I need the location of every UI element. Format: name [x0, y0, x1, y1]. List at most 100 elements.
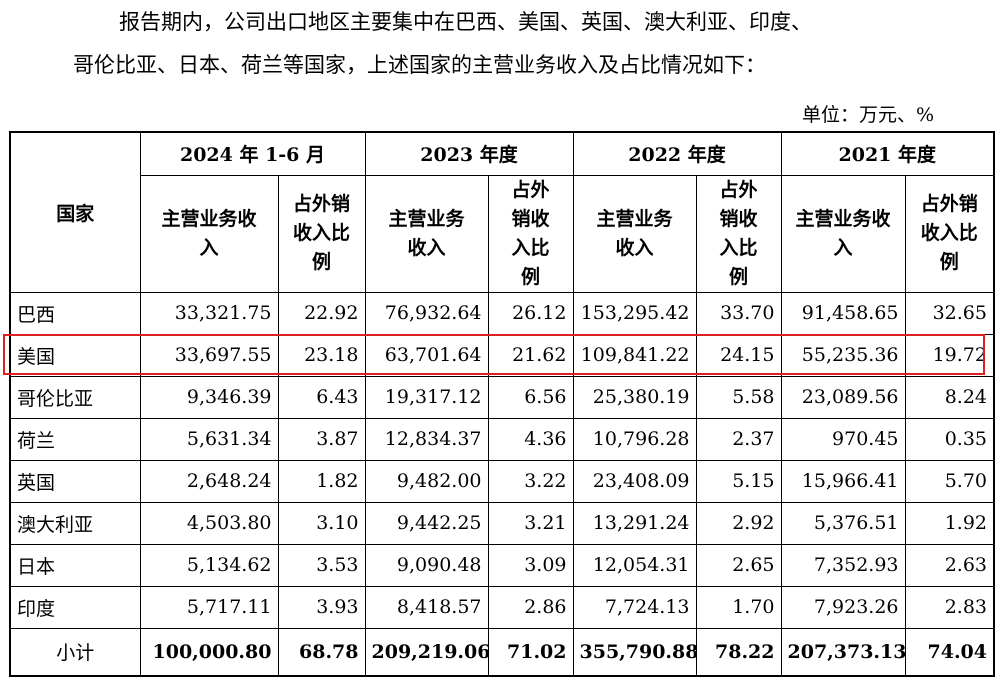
table-cell: 355,790.88: [572, 627, 697, 677]
table-cell: 2.63: [904, 543, 995, 587]
table-cell: 3.87: [277, 417, 366, 461]
revenue-header: 主营业务收入: [572, 174, 697, 293]
table-cell: 1.92: [904, 501, 995, 545]
table-cell: 3.09: [487, 543, 574, 587]
table-cell: 5,376.51: [780, 501, 906, 545]
table-cell: 2.65: [695, 543, 782, 587]
table-cell: 6.56: [487, 375, 574, 419]
revenue-header: 主营业务收入: [364, 174, 489, 293]
table-cell: 8,418.57: [364, 585, 489, 629]
table-cell: 7,923.26: [780, 585, 906, 629]
table-cell: 3.10: [277, 501, 366, 545]
export-revenue-table: 国家 2024 年 1-6 月 2023 年度 2022 年度 2021 年度 …: [9, 131, 995, 677]
table-row: 哥伦比亚 9,346.39 6.43 19,317.12 6.56 25,380.19 5.…: [9, 375, 995, 419]
period-header: 2024 年 1-6 月: [139, 131, 366, 176]
table-cell: 209,219.06: [364, 627, 489, 677]
table-cell: 1.70: [695, 585, 782, 629]
table-cell: 207,373.13: [780, 627, 906, 677]
table-row: 荷兰 5,631.34 3.87 12,834.37 4.36 10,796.28 2.37…: [9, 417, 995, 461]
table-cell: 5.15: [695, 459, 782, 503]
country-cell: 英国: [9, 459, 141, 503]
table-row: 巴西 33,321.75 22.92 76,932.64 26.12 153,295.42…: [9, 291, 995, 335]
table-cell: 0.35: [904, 417, 995, 461]
table-cell: 5,134.62: [139, 543, 279, 587]
period-header: 2021 年度: [780, 131, 995, 176]
country-cell: 哥伦比亚: [9, 375, 141, 419]
table-cell: 10,796.28: [572, 417, 697, 461]
table-row: 美国 33,697.55 23.18 63,701.64 21.62 109,841.22…: [9, 333, 995, 377]
intro-line-1: 报告期内，公司出口地区主要集中在巴西、美国、英国、澳大利亚、印度、: [119, 10, 812, 34]
table-cell: 109,841.22: [572, 333, 697, 377]
table-cell: 2.92: [695, 501, 782, 545]
table-body: 巴西 33,321.75 22.92 76,932.64 26.12 153,295.42…: [9, 291, 995, 629]
country-cell: 印度: [9, 585, 141, 629]
country-cell: 巴西: [9, 291, 141, 335]
table-cell: 12,834.37: [364, 417, 489, 461]
table-cell: 33.70: [695, 291, 782, 335]
table-cell: 12,054.31: [572, 543, 697, 587]
table-cell: 9,090.48: [364, 543, 489, 587]
period-header: 2022 年度: [572, 131, 782, 176]
country-cell: 荷兰: [9, 417, 141, 461]
table-cell: 23,408.09: [572, 459, 697, 503]
country-cell: 澳大利亚: [9, 501, 141, 545]
table-cell: 63,701.64: [364, 333, 489, 377]
table-cell: 7,352.93: [780, 543, 906, 587]
table-cell: 71.02: [487, 627, 574, 677]
table-cell: 3.21: [487, 501, 574, 545]
table-cell: 23,089.56: [780, 375, 906, 419]
subtotal-row: 小计 100,000.80 68.78 209,219.06 71.02 355…: [9, 627, 995, 677]
table-cell: 23.18: [277, 333, 366, 377]
share-header: 占外销收入比例: [695, 174, 782, 293]
country-cell: 美国: [9, 333, 141, 377]
table-cell: 2.86: [487, 585, 574, 629]
header-row-metrics: 主营业务收入 占外销收入比例 主营业务收入 占外销收入比例 主营业务收入 占外销…: [10, 174, 995, 293]
table-cell: 33,697.55: [139, 333, 279, 377]
table-cell: 970.45: [780, 417, 906, 461]
table-cell: 19,317.12: [364, 375, 489, 419]
table-cell: 33,321.75: [139, 291, 279, 335]
table-cell: 9,482.00: [364, 459, 489, 503]
table-cell: 3.22: [487, 459, 574, 503]
table-cell: 78.22: [695, 627, 782, 677]
table-cell: 25,380.19: [572, 375, 697, 419]
table-row: 澳大利亚 4,503.80 3.10 9,442.25 3.21 13,291.24 2.9…: [9, 501, 995, 545]
intro-line-2: 哥伦比亚、日本、荷兰等国家，上述国家的主营业务收入及占比情况如下：: [73, 53, 766, 77]
table-cell: 22.92: [277, 291, 366, 335]
table-cell: 13,291.24: [572, 501, 697, 545]
subtotal-label: 小计: [9, 627, 141, 677]
table-cell: 8.24: [904, 375, 995, 419]
table-cell: 4,503.80: [139, 501, 279, 545]
table-cell: 9,346.39: [139, 375, 279, 419]
table-cell: 2.37: [695, 417, 782, 461]
share-header: 占外销收入比例: [487, 174, 574, 293]
table-cell: 153,295.42: [572, 291, 697, 335]
table-cell: 68.78: [277, 627, 366, 677]
table-row: 英国 2,648.24 1.82 9,482.00 3.22 23,408.09 5.15 1…: [9, 459, 995, 503]
table-cell: 5.70: [904, 459, 995, 503]
table-cell: 2,648.24: [139, 459, 279, 503]
table-cell: 5.58: [695, 375, 782, 419]
period-header: 2023 年度: [364, 131, 574, 176]
table-cell: 19.72: [904, 333, 995, 377]
unit-label: 单位：万元、%: [801, 104, 934, 126]
header-row-periods: 国家 2024 年 1-6 月 2023 年度 2022 年度 2021 年度: [9, 131, 995, 293]
country-cell: 日本: [9, 543, 141, 587]
table-cell: 7,724.13: [572, 585, 697, 629]
table-cell: 55,235.36: [780, 333, 906, 377]
table-cell: 2.83: [904, 585, 995, 629]
table-cell: 9,442.25: [364, 501, 489, 545]
table-cell: 21.62: [487, 333, 574, 377]
table-cell: 3.93: [277, 585, 366, 629]
table-cell: 76,932.64: [364, 291, 489, 335]
share-header: 占外销收入比例: [277, 174, 366, 293]
table-cell: 32.65: [904, 291, 995, 335]
table-cell: 4.36: [487, 417, 574, 461]
revenue-header: 主营业务收入: [780, 174, 906, 293]
revenue-header: 主营业务收入: [139, 174, 279, 293]
table-cell: 5,631.34: [139, 417, 279, 461]
table-row: 印度 5,717.11 3.93 8,418.57 2.86 7,724.13 1.70 7,…: [9, 585, 995, 629]
table-cell: 15,966.41: [780, 459, 906, 503]
table-cell: 5,717.11: [139, 585, 279, 629]
table-cell: 26.12: [487, 291, 574, 335]
